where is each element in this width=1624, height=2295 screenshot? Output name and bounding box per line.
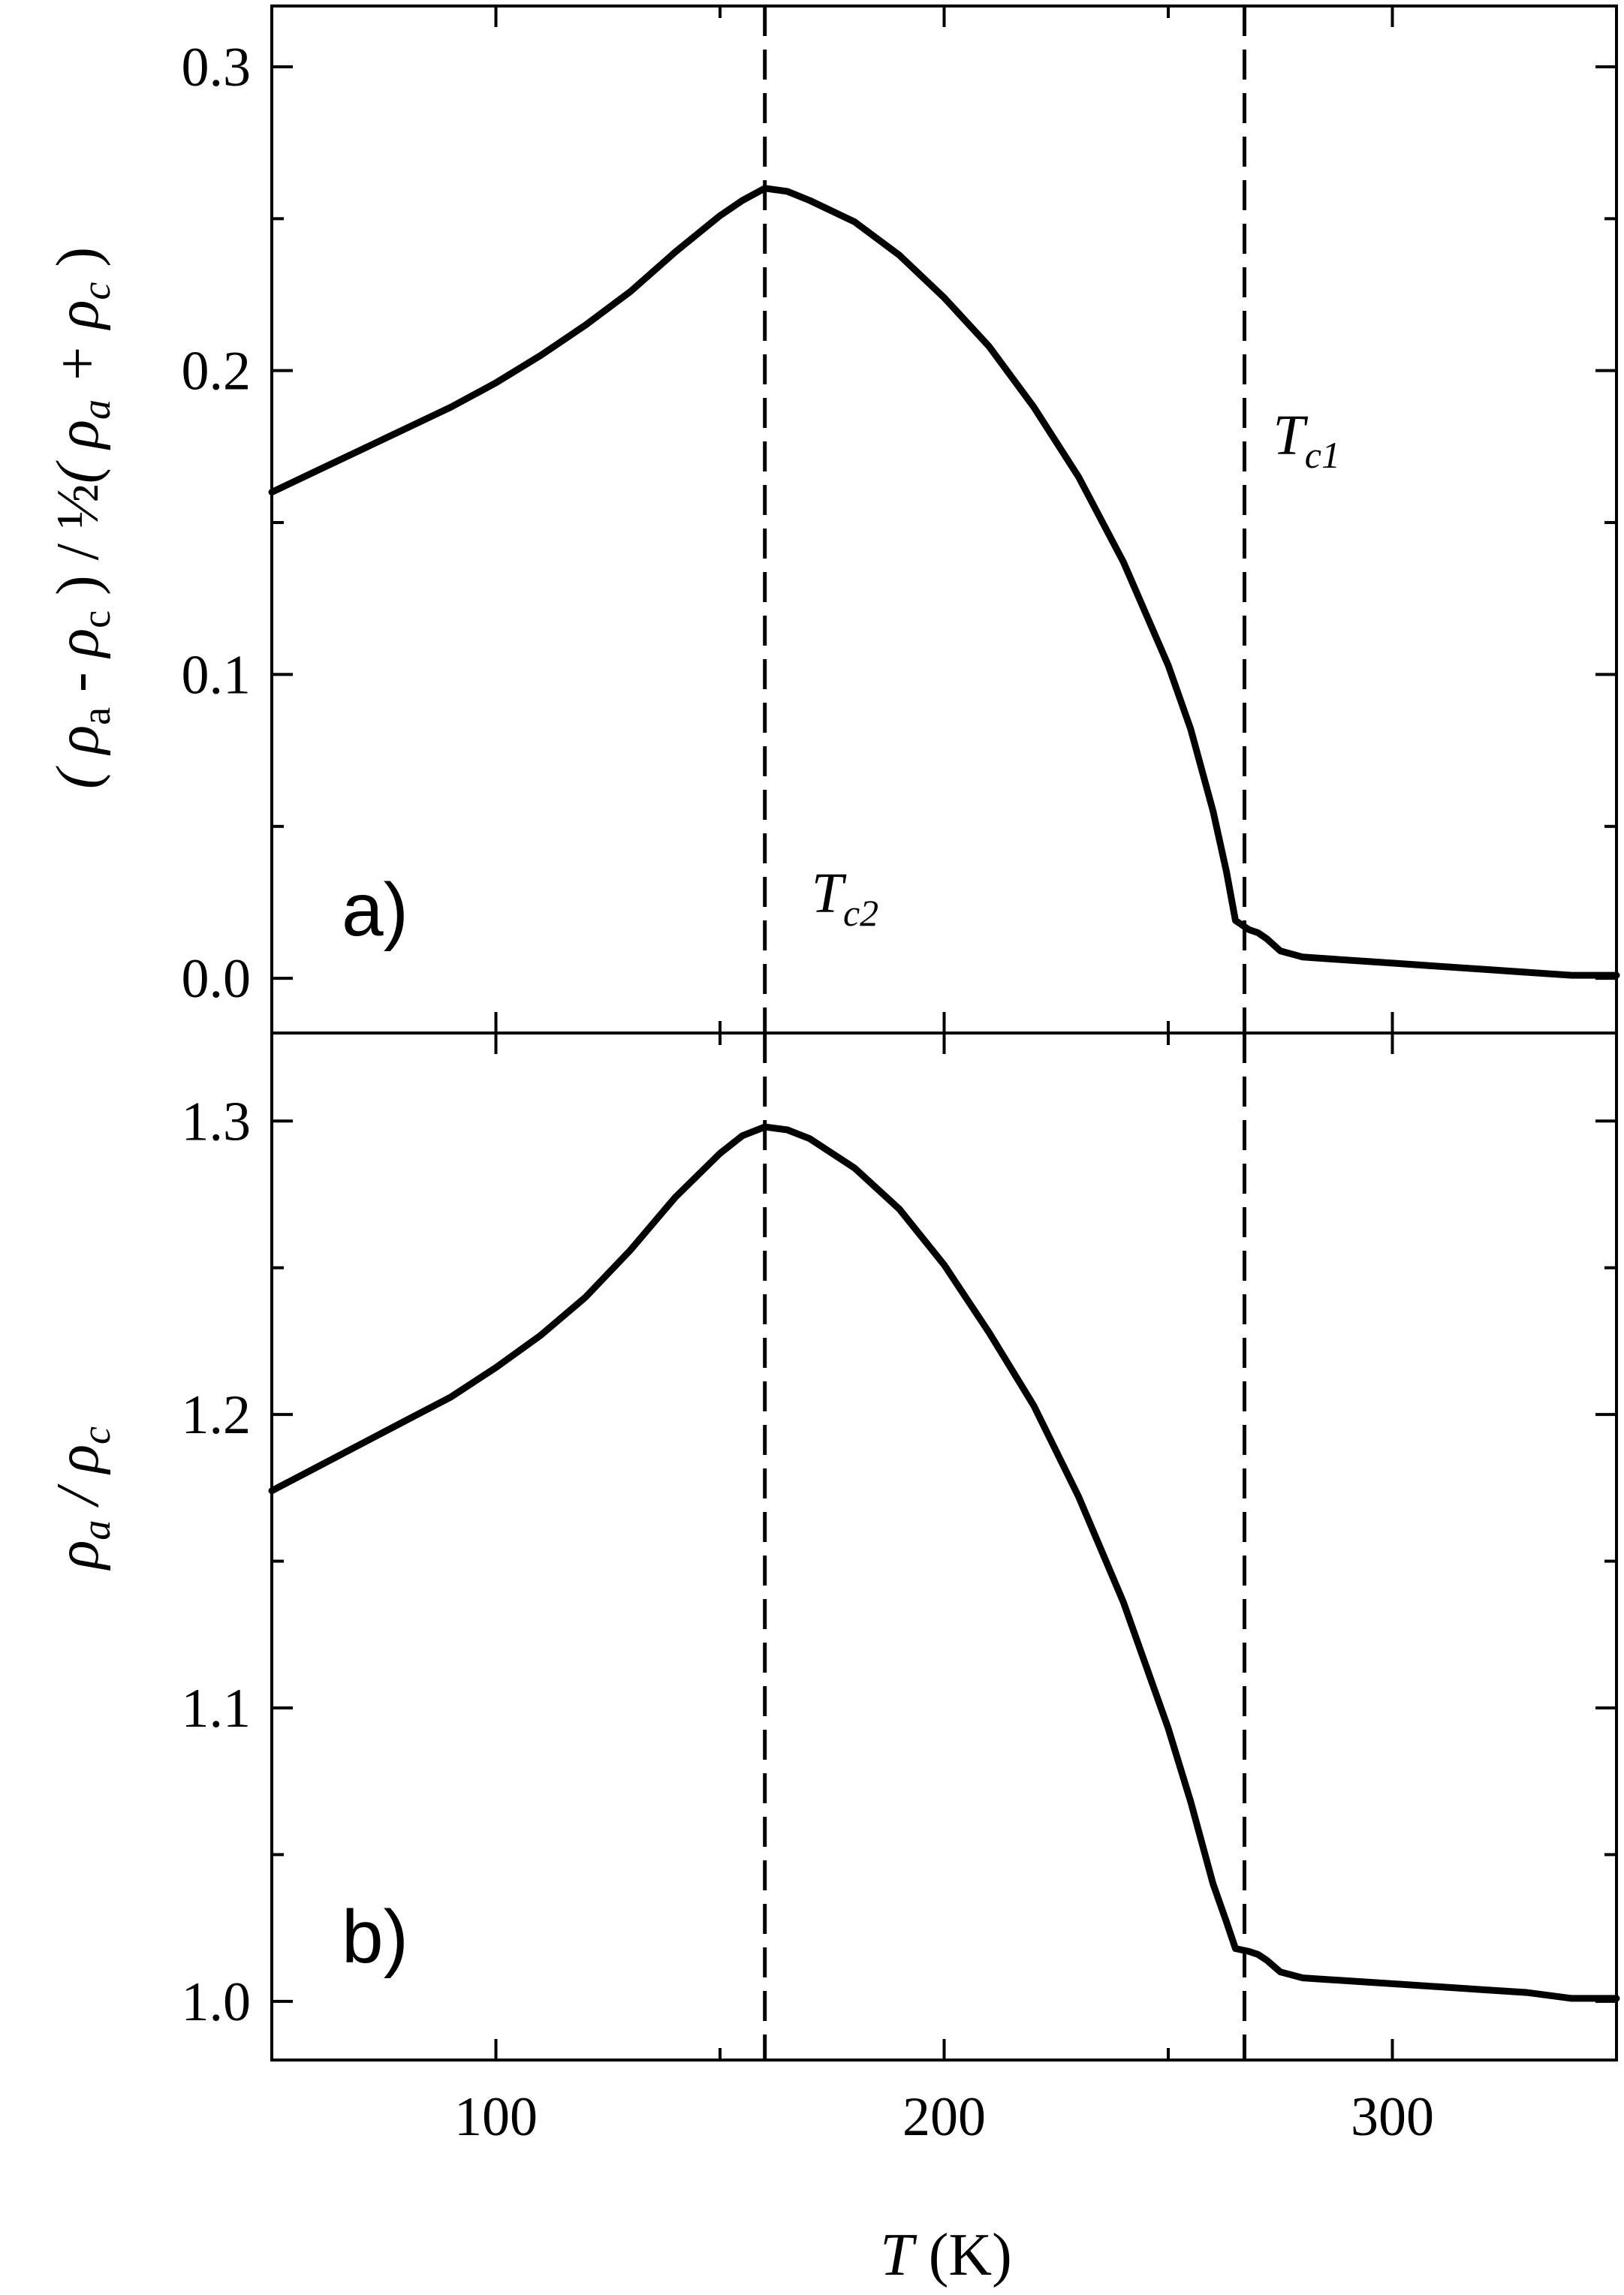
panel-label: a)	[342, 868, 408, 952]
tc-annotation: Tc1	[1273, 404, 1339, 476]
data-series-line	[268, 185, 1620, 979]
tc-annotation: Tc2	[812, 862, 878, 934]
x-axis-title: T (K)	[880, 2222, 1012, 2288]
y-tick-label: 1.0	[182, 1971, 252, 2033]
y-tick-label: 1.2	[182, 1384, 252, 1446]
y-tick-label: 0.0	[182, 948, 252, 1010]
y-tick-label: 0.3	[182, 37, 252, 98]
panel-label: b)	[342, 1895, 408, 1979]
x-tick-label: 200	[902, 2086, 986, 2148]
x-tick-label: 300	[1351, 2086, 1434, 2148]
y-axis-title-a: ( ρa - ρc ) / ½( ρa + ρc )	[45, 247, 119, 789]
y-axis-title-b: ρa / ρc	[45, 1426, 119, 1571]
plot-frame	[270, 1032, 1618, 2062]
panel-b: 1.0 1.1 1.2 1.3 100 200 300 b)	[182, 1032, 1620, 2148]
y-tick-label: 1.1	[182, 1678, 252, 1739]
y-tick-label: 0.2	[182, 341, 252, 402]
x-tick-label: 100	[454, 2086, 538, 2148]
panel-a: 0.0 0.1 0.2 0.3 a) Tc2 Tc1	[182, 5, 1620, 1035]
y-tick-label: 0.1	[182, 644, 252, 706]
plot-frame	[270, 5, 1618, 1035]
y-tick-label: 1.3	[182, 1091, 252, 1152]
data-series-line	[268, 1123, 1620, 2002]
